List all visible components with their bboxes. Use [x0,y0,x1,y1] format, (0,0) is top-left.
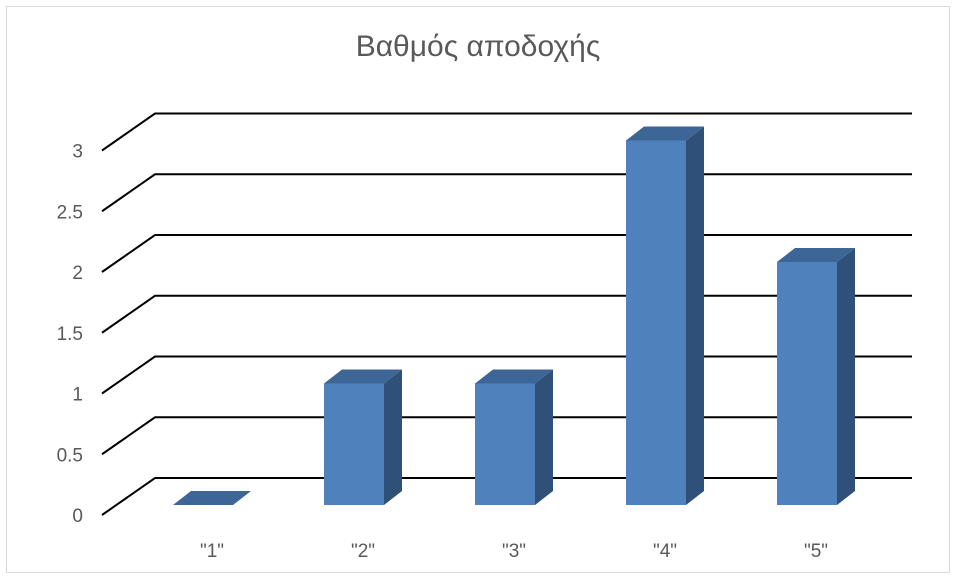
bar-top [626,126,704,141]
y-tick-label: 1 [72,385,83,406]
x-tick-label: "5" [804,541,828,562]
y-tick-label: 0 [72,506,83,527]
bar [475,383,535,505]
y-tick-label: 1.5 [57,324,83,345]
x-tick-label: "2" [351,541,375,562]
bar [324,383,384,505]
bar-top [173,491,251,505]
x-tick-label: "1" [200,541,224,562]
y-tick-label: 2 [72,263,83,284]
chart-title: Βαθμός αποδοχής [355,30,601,63]
x-tick-label: "4" [653,541,677,562]
bar [777,262,837,505]
y-tick-label: 0.5 [57,445,83,466]
y-tick-label: 3 [72,142,83,163]
bar-side [384,369,402,505]
bar-side [837,248,855,505]
gridline [101,112,912,152]
x-tick-label: "3" [502,541,526,562]
bar-side [686,126,704,505]
bar-top [777,248,855,262]
y-tick-label: 2.5 [57,202,83,223]
gridline [101,173,912,213]
bar-side [535,369,553,505]
bar [626,140,686,505]
bar-top [324,369,402,384]
bar-top [475,369,553,384]
